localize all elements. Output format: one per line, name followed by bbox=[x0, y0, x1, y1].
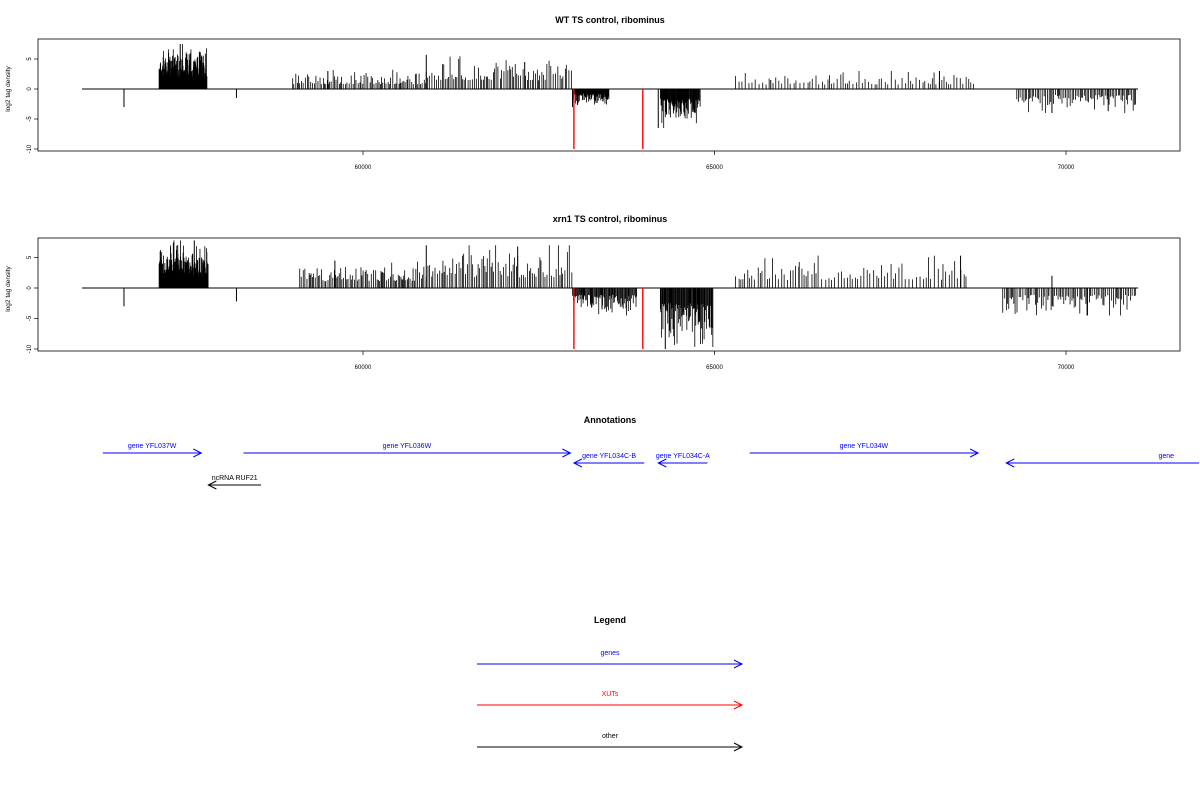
legend-items: genes XUTs other bbox=[477, 650, 744, 752]
x-tick-label: 60000 bbox=[355, 365, 372, 371]
xrn1-density-panel: xrn1 TS control, ribominus log2 tag dens… bbox=[5, 214, 1181, 371]
y-tick-label: -5 bbox=[27, 315, 33, 321]
xrn1-plot-frame bbox=[37, 237, 1181, 352]
feature-arrowhead bbox=[207, 480, 217, 490]
legend-item: XUTs bbox=[477, 691, 744, 710]
legend-label: XUTs bbox=[602, 691, 619, 698]
y-tick-label: 0 bbox=[27, 87, 33, 91]
y-tick-label: -10 bbox=[27, 144, 33, 153]
feature-label: gene YFL036W bbox=[383, 443, 432, 450]
annotation-feature: gene YFL034W bbox=[749, 443, 980, 458]
annotation-track: Annotations gene YFL037W gene YFL036Wgene… bbox=[102, 415, 1199, 490]
feature-label: gene YFL037W bbox=[128, 443, 177, 450]
x-tick-label: 70000 bbox=[1058, 365, 1075, 371]
y-tick-label: -10 bbox=[27, 344, 33, 353]
feature-label: gene YFL034C-A bbox=[656, 453, 710, 460]
annotation-feature: gene YFL037W bbox=[102, 443, 203, 458]
wt-plot-frame bbox=[37, 38, 1181, 152]
legend-item: other bbox=[477, 733, 744, 752]
annotation-features: gene YFL037W gene YFL036W gene YFL034C-B ge… bbox=[102, 443, 1199, 490]
legend-arrowhead bbox=[733, 700, 744, 710]
annotation-feature: gene YFL036W bbox=[243, 443, 572, 458]
legend-item: genes bbox=[477, 650, 744, 669]
annotation-feature: gene YFL034C-B bbox=[572, 453, 645, 468]
legend: Legend genes XUTs other bbox=[477, 615, 744, 752]
annotation-feature: ncRNA RUF21 bbox=[207, 475, 262, 490]
feature-label: gene bbox=[1158, 453, 1174, 460]
feature-arrowhead bbox=[969, 448, 980, 458]
x-tick-label: 65000 bbox=[706, 365, 723, 371]
x-tick-label: 60000 bbox=[355, 165, 372, 171]
wt-plot-area: -10 -5 0 5 60000 65000 70000 bbox=[27, 44, 1138, 171]
feature-arrowhead bbox=[562, 448, 572, 458]
feature-arrowhead bbox=[1005, 458, 1015, 468]
feature-label: gene YFL034W bbox=[840, 443, 889, 450]
feature-arrowhead bbox=[657, 458, 667, 468]
feature-label: ncRNA RUF21 bbox=[212, 475, 258, 482]
wt-density-panel: WT TS control, ribominus log2 tag densit… bbox=[5, 15, 1181, 171]
legend-arrowhead bbox=[733, 742, 744, 752]
legend-arrowhead bbox=[733, 659, 744, 669]
y-tick-label: 5 bbox=[27, 57, 33, 61]
xrn1-plot-area: -10 -5 0 5 60000 65000 70000 bbox=[27, 240, 1138, 371]
y-tick-label: 5 bbox=[27, 255, 33, 259]
x-tick-label: 65000 bbox=[706, 165, 723, 171]
y-tick-label: 0 bbox=[27, 286, 33, 290]
annotations-title: Annotations bbox=[584, 415, 637, 425]
y-tick-label: -5 bbox=[27, 116, 33, 122]
legend-title: Legend bbox=[594, 615, 626, 625]
feature-arrowhead bbox=[193, 448, 203, 458]
legend-label: genes bbox=[600, 650, 620, 657]
wt-y-axis-label: log2 tag density bbox=[5, 65, 12, 111]
xrn1-y-axis-label: log2 tag density bbox=[5, 265, 12, 311]
wt-panel-title: WT TS control, ribominus bbox=[555, 15, 665, 25]
xrn1-panel-title: xrn1 TS control, ribominus bbox=[553, 214, 668, 224]
x-tick-label: 70000 bbox=[1058, 165, 1075, 171]
annotation-feature: gene YFL034C-A bbox=[656, 453, 710, 468]
legend-label: other bbox=[602, 733, 619, 740]
feature-arrowhead bbox=[572, 458, 583, 468]
feature-label: gene YFL034C-B bbox=[582, 453, 636, 460]
annotation-feature: gene bbox=[1005, 453, 1199, 468]
